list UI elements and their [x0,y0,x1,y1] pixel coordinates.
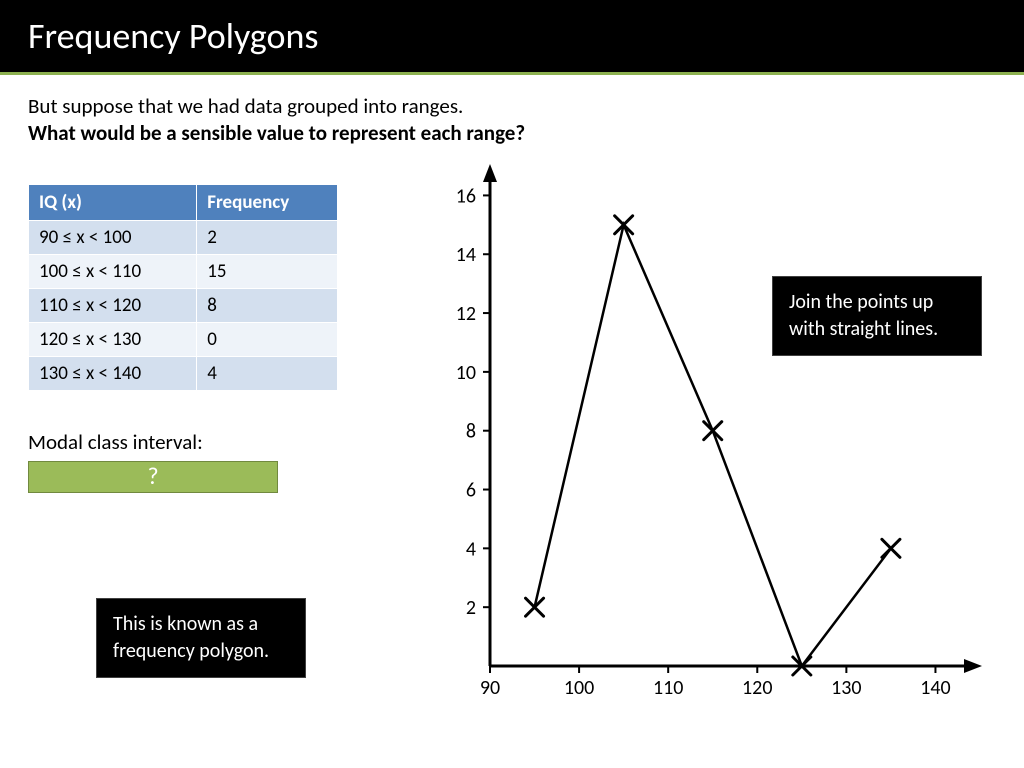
intro-line1: But suppose that we had data grouped int… [28,93,996,120]
svg-text:12: 12 [456,302,476,326]
svg-text:4: 4 [466,537,476,561]
intro-text: But suppose that we had data grouped int… [0,75,1024,156]
svg-text:6: 6 [466,478,476,502]
note-frequency-polygon: This is known as a frequency polygon. [96,598,306,678]
svg-text:110: 110 [653,676,683,700]
modal-class-value[interactable]: ? [28,461,278,493]
table-row: 90 ≤ x < 1002 [29,220,338,254]
slide-header: Frequency Polygons [0,0,1024,75]
intro-line2: What would be a sensible value to repres… [28,120,996,147]
table-row: 120 ≤ x < 1300 [29,322,338,356]
table-header-iq: IQ (x) [29,184,197,220]
table-row: 100 ≤ x < 11015 [29,254,338,288]
slide-title: Frequency Polygons [28,14,996,58]
svg-text:130: 130 [831,676,861,700]
svg-text:8: 8 [466,419,476,443]
frequency-table: IQ (x) Frequency 90 ≤ x < 1002 100 ≤ x <… [28,184,338,391]
table-header-freq: Frequency [197,184,338,220]
frequency-polygon-chart: 90 100 110 120 130 140 2 4 6 8 10 12 14 16 [420,156,1000,716]
svg-text:16: 16 [456,184,476,208]
svg-text:2: 2 [466,596,476,620]
table-row: 130 ≤ x < 1404 [29,356,338,390]
svg-text:120: 120 [742,676,772,700]
svg-text:100: 100 [564,676,594,700]
svg-text:90: 90 [480,676,500,700]
svg-text:140: 140 [920,676,950,700]
modal-class-label: Modal class interval: [28,429,368,455]
svg-text:14: 14 [456,243,476,267]
svg-text:10: 10 [456,360,476,384]
table-row: 110 ≤ x < 1208 [29,288,338,322]
left-column: IQ (x) Frequency 90 ≤ x < 1002 100 ≤ x <… [28,184,368,493]
content-area: IQ (x) Frequency 90 ≤ x < 1002 100 ≤ x <… [0,156,1024,196]
